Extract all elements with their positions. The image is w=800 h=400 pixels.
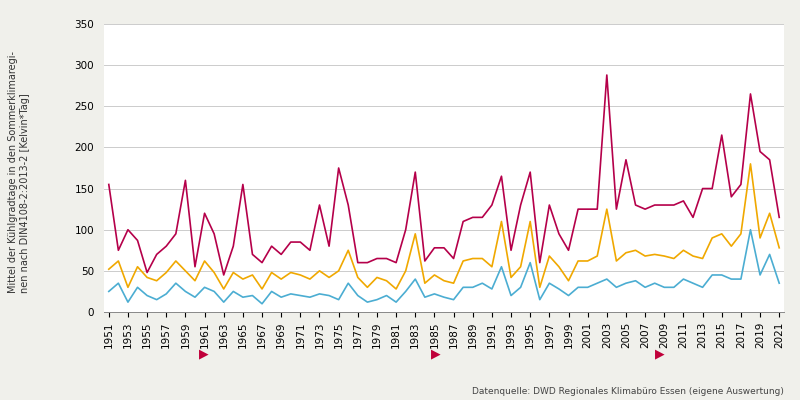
Sommerklimaregion A xyxy=(104,289,114,294)
Sommerklimaregion A xyxy=(439,295,449,300)
Sommerklimaregion C xyxy=(219,272,229,277)
Text: ▶: ▶ xyxy=(431,348,441,360)
Sommerklimaregion C xyxy=(123,227,133,232)
Sommerklimaregion A xyxy=(200,285,210,290)
Line: Sommerklimaregion C: Sommerklimaregion C xyxy=(109,75,779,275)
Sommerklimaregion A xyxy=(123,300,133,304)
Sommerklimaregion C xyxy=(755,149,765,154)
Sommerklimaregion A xyxy=(717,272,726,277)
Sommerklimaregion B xyxy=(439,278,449,283)
Sommerklimaregion A xyxy=(755,272,765,277)
Sommerklimaregion B xyxy=(774,246,784,250)
Text: Datenquelle: DWD Regionales Klimabüro Essen (eigene Auswertung): Datenquelle: DWD Regionales Klimabüro Es… xyxy=(472,387,784,396)
Sommerklimaregion B xyxy=(755,236,765,240)
Sommerklimaregion C xyxy=(104,182,114,187)
Sommerklimaregion A xyxy=(258,301,267,306)
Text: ▶: ▶ xyxy=(655,348,665,360)
Text: ▶: ▶ xyxy=(199,348,209,360)
Line: Sommerklimaregion A: Sommerklimaregion A xyxy=(109,230,779,304)
Sommerklimaregion A xyxy=(746,227,755,232)
Sommerklimaregion C xyxy=(200,211,210,216)
Sommerklimaregion C xyxy=(602,73,612,78)
Sommerklimaregion B xyxy=(746,162,755,166)
Sommerklimaregion C xyxy=(439,246,449,250)
Sommerklimaregion C xyxy=(516,203,526,208)
Sommerklimaregion C xyxy=(726,194,736,199)
Sommerklimaregion B xyxy=(516,264,526,269)
Sommerklimaregion A xyxy=(774,281,784,286)
Sommerklimaregion C xyxy=(774,215,784,220)
Line: Sommerklimaregion B: Sommerklimaregion B xyxy=(109,164,779,289)
Sommerklimaregion B xyxy=(717,232,726,236)
Sommerklimaregion B xyxy=(123,285,133,290)
Sommerklimaregion B xyxy=(104,267,114,272)
Sommerklimaregion A xyxy=(516,285,526,290)
Text: Mittel der Kühlgradtage in den Sommerklimaregi-
nen nach DIN4108-2:2013-2 [Kelvi: Mittel der Kühlgradtage in den Sommerkli… xyxy=(8,51,30,293)
Sommerklimaregion B xyxy=(219,286,229,291)
Sommerklimaregion B xyxy=(200,258,210,263)
